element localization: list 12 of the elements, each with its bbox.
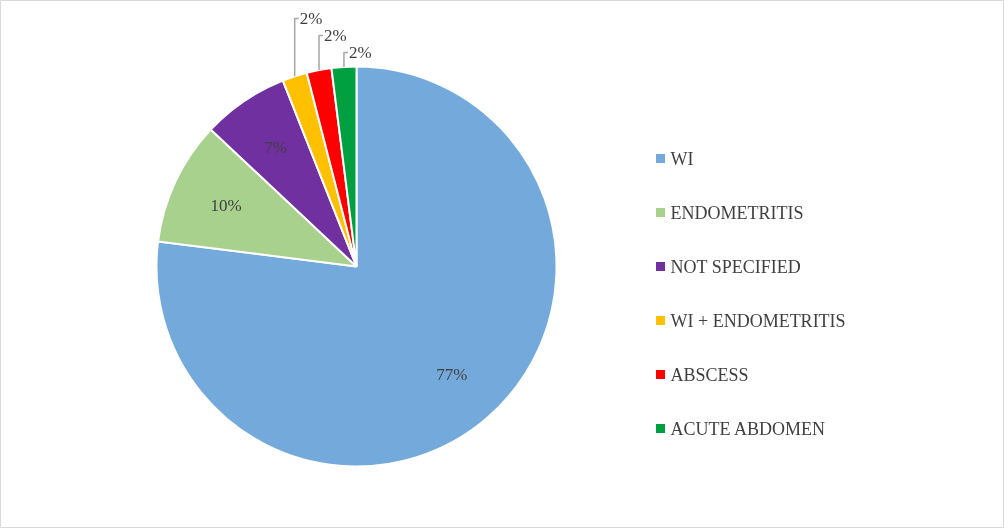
legend-label: WI (670, 148, 694, 169)
legend-label: ACUTE ABDOMEN (670, 418, 826, 439)
legend-label: ABSCESS (670, 364, 749, 385)
data-label: 10% (210, 195, 242, 215)
data-label: 2% (324, 26, 347, 45)
data-label: 77% (436, 365, 468, 385)
data-label: 7% (264, 137, 287, 157)
data-label: 2% (348, 43, 372, 62)
legend-label: NOT SPECIFIED (670, 256, 801, 277)
legend-label: ENDOMETRITIS (670, 202, 804, 223)
data-label: 2% (299, 9, 323, 28)
legend-label: WI + ENDOMETRITIS (670, 310, 846, 331)
